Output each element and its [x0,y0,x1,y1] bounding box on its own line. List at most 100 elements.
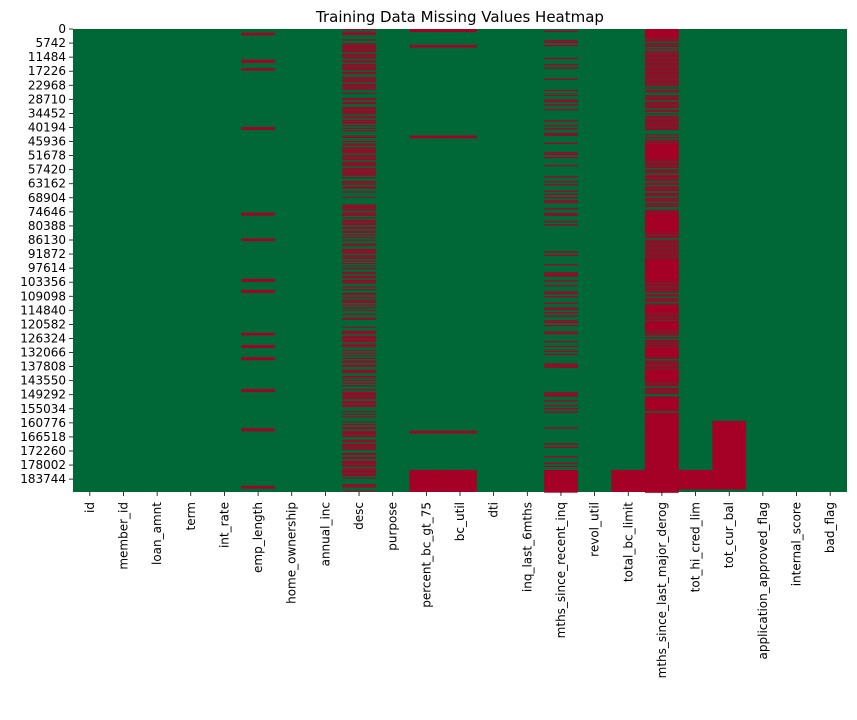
missing-stripe [544,341,578,343]
missing-stripe [645,287,679,289]
missing-stripe [342,78,376,80]
missing-stripe [342,391,376,393]
missing-stripe [342,443,376,445]
missing-stripe [342,191,376,193]
missing-stripe [544,89,578,92]
missing-stripe [544,213,578,215]
missing-column-tot-hi-cred-lim [678,469,713,490]
missing-stripe [342,205,376,207]
x-tick-label: member_id [116,502,130,570]
missing-stripe [645,183,679,185]
missing-stripe [342,398,376,400]
missing-stripe [342,404,376,406]
missing-stripe [544,57,578,60]
missing-stripe [645,43,679,45]
missing-stripe [544,40,578,42]
missing-stripe [342,460,376,462]
missing-stripe [544,392,578,394]
missing-stripe [342,289,376,291]
missing-stripe [342,152,376,154]
missing-stripe [342,248,376,250]
missing-stripe [645,129,679,131]
missing-stripe [645,113,679,115]
missing-block [241,389,275,393]
missing-stripe [645,243,679,245]
missing-stripe [645,390,679,392]
missing-stripe [342,463,376,465]
missing-stripe [645,48,679,50]
missing-stripe [342,231,376,233]
x-tick-label: percent_bc_gt_75 [419,502,433,608]
missing-stripe [342,204,376,206]
missing-stripe [544,325,578,327]
missing-stripe [645,164,679,166]
missing-stripe [342,471,376,473]
missing-stripe [645,179,679,181]
missing-stripe [645,234,679,236]
missing-stripe [342,484,376,486]
missing-stripe [645,205,679,207]
missing-stripe [544,291,578,293]
x-tick-label: tot_cur_bal [722,502,736,568]
y-tick-label: 74646 [28,205,66,219]
missing-stripe [342,300,376,302]
missing-stripe [342,294,376,296]
missing-block [241,59,275,63]
missing-stripe [544,99,578,101]
missing-stripe [645,186,679,188]
missing-stripe [342,343,376,345]
missing-stripe [544,201,578,204]
missing-stripe [645,286,679,288]
missing-stripe [342,66,376,68]
missing-stripe [342,473,376,475]
missing-stripe [342,55,376,57]
missing-stripe [645,110,679,112]
missing-stripe [544,465,578,468]
missing-stripe [645,90,679,92]
missing-stripe [342,309,376,311]
missing-stripe [544,312,578,314]
missing-block [645,369,679,382]
missing-stripe [645,344,679,346]
missing-stripe [645,240,679,242]
missing-stripe [645,246,679,248]
missing-stripe [544,321,578,324]
missing-stripe [342,360,376,362]
missing-stripe [544,302,578,304]
missing-stripe [645,233,679,235]
missing-stripe [645,235,679,237]
x-tick-label: annual_inc [318,502,332,566]
y-tick-label: 172260 [20,444,66,458]
missing-stripe [544,78,578,80]
missing-stripe [645,337,679,339]
missing-stripe [645,56,679,58]
missing-stripe [645,159,679,161]
missing-stripe [342,47,376,49]
missing-column-total-bc-limit [611,469,646,492]
missing-stripe [544,142,578,144]
missing-stripe [342,156,376,158]
y-tick-label: 132066 [20,346,66,360]
missing-stripe [342,365,376,367]
missing-stripe [645,103,679,105]
missing-stripe [342,434,376,436]
missing-stripe [645,177,679,179]
missing-stripe [342,313,376,315]
missing-stripe [645,237,679,239]
missing-stripe [645,109,679,111]
missing-stripe [544,309,578,311]
missing-stripe [342,490,376,492]
missing-stripe [544,133,578,135]
missing-stripe [645,74,679,76]
missing-stripe [342,143,376,145]
missing-stripe [645,255,679,257]
missing-stripe [342,256,376,258]
y-tick-label: 166518 [20,430,66,444]
missing-stripe [342,207,376,209]
missing-stripe [342,318,376,320]
missing-stripe [342,252,376,254]
missing-stripe [645,39,679,41]
missing-stripe [645,317,679,319]
missing-stripe [342,406,376,408]
missing-stripe [342,49,376,51]
